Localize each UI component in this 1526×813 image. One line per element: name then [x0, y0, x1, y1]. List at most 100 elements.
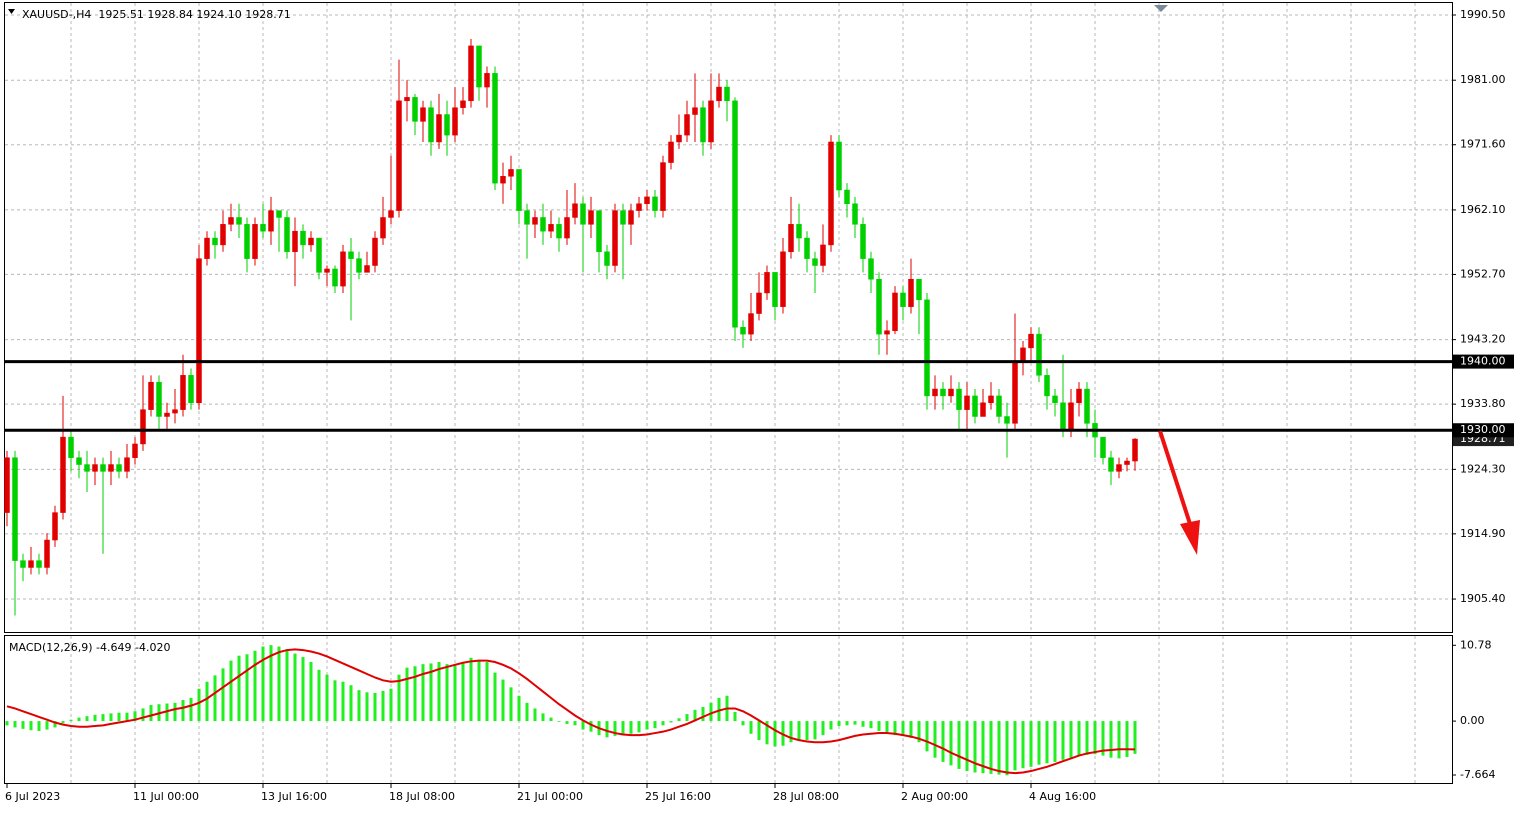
- candle-body: [540, 217, 546, 232]
- macd-histogram-bar: [773, 721, 777, 747]
- macd-title: MACD(12,26,9) -4.649 -4.020: [9, 641, 170, 654]
- macd-histogram-bar: [1037, 721, 1041, 765]
- macd-histogram-bar: [957, 721, 961, 769]
- macd-histogram-bar: [269, 645, 273, 722]
- macd-histogram-bar: [453, 665, 457, 722]
- candle-body: [1100, 436, 1106, 458]
- candle-body: [444, 114, 450, 136]
- macd-histogram-bar: [533, 708, 537, 722]
- candle-body: [148, 381, 154, 410]
- level-label-box: [1453, 354, 1514, 369]
- macd-histogram-bar: [165, 703, 169, 722]
- candle-body: [140, 409, 146, 445]
- candle-body: [260, 224, 266, 232]
- macd-histogram-bar: [1013, 721, 1017, 771]
- macd-histogram-bar: [1005, 721, 1009, 776]
- candle-body: [60, 436, 66, 513]
- macd-histogram-bar: [589, 721, 593, 732]
- macd-histogram-bar: [1085, 721, 1089, 755]
- macd-histogram-bar: [701, 707, 705, 722]
- macd-histogram-bar: [685, 714, 689, 722]
- macd-histogram-bar: [93, 714, 97, 722]
- candle-body: [164, 412, 170, 417]
- macd-histogram-bar: [421, 664, 425, 722]
- macd-histogram-bar: [981, 721, 985, 774]
- candle-body: [1108, 457, 1114, 472]
- macd-histogram-bar: [413, 666, 417, 722]
- candle-body: [348, 251, 354, 259]
- candle-body: [236, 217, 242, 225]
- candle-body: [916, 278, 922, 301]
- plot-layer: 1990.50 1981.00 1971.60 1962.10 1952.70 1943.…: [4, 3, 1514, 803]
- candle-body: [860, 224, 866, 259]
- macd-histogram-bar: [85, 716, 89, 722]
- candle-body: [452, 107, 458, 136]
- candle-body: [804, 237, 810, 259]
- macd-histogram-bar: [749, 721, 753, 734]
- candle-body: [1028, 333, 1034, 349]
- macd-histogram-bar: [581, 721, 585, 730]
- candle-body: [132, 443, 138, 458]
- candle-body: [644, 196, 650, 204]
- candle-body: [508, 169, 514, 177]
- candle-body: [300, 230, 306, 246]
- candle-body: [500, 176, 506, 184]
- macd-histogram-bar: [693, 709, 697, 722]
- macd-histogram-bar: [573, 721, 577, 726]
- candle-body: [516, 169, 522, 211]
- candle-body: [956, 388, 962, 410]
- macd-histogram-bar: [949, 721, 953, 766]
- macd-histogram-bar: [21, 721, 25, 729]
- macd-histogram-bar: [1117, 721, 1121, 759]
- y-tick-label: 1933.80: [1460, 397, 1506, 410]
- macd-histogram-bar: [733, 711, 737, 722]
- macd-histogram-bar: [565, 721, 569, 724]
- candle-body: [92, 464, 98, 472]
- candle-body: [420, 107, 426, 122]
- candle-body: [716, 86, 722, 102]
- macd-histogram-bar: [1125, 721, 1129, 757]
- macd-histogram-bar: [901, 721, 905, 736]
- macd-histogram-bar: [989, 721, 993, 774]
- macd-histogram-bar: [1029, 721, 1033, 767]
- candle-body: [884, 330, 890, 335]
- y-tick-label: 1981.00: [1460, 73, 1506, 86]
- level-label-box: [1453, 423, 1514, 438]
- macd-histogram-bar: [173, 702, 177, 722]
- candle-body: [652, 196, 658, 211]
- candle-body: [932, 388, 938, 397]
- candle-body: [172, 409, 178, 414]
- candle-body: [468, 45, 474, 102]
- macd-histogram-bar: [837, 721, 841, 727]
- macd-histogram-bar: [101, 714, 105, 722]
- macd-histogram-bar: [845, 721, 849, 726]
- candle-body: [796, 224, 802, 239]
- candle-body: [196, 258, 202, 404]
- macd-histogram-bar: [261, 646, 265, 722]
- candle-body: [316, 237, 322, 273]
- macd-histogram-bar: [813, 721, 817, 740]
- candle-body: [892, 292, 898, 331]
- macd-histogram-bar: [437, 662, 441, 722]
- macd-histogram-bar: [429, 663, 433, 722]
- macd-histogram-bar: [1069, 721, 1073, 758]
- macd-histogram-bar: [541, 713, 545, 722]
- macd-histogram-bar: [525, 702, 529, 722]
- y-tick-label: 1943.20: [1460, 333, 1506, 346]
- candle-body: [332, 268, 338, 287]
- candle-body: [340, 251, 346, 287]
- macd-histogram-bar: [405, 667, 409, 722]
- candle-body: [1116, 464, 1122, 472]
- x-tick-label: 21 Jul 00:00: [517, 790, 583, 803]
- candle-body: [580, 203, 586, 225]
- candle-body: [1012, 361, 1018, 424]
- macd-histogram-bar: [389, 688, 393, 722]
- candle-body: [700, 107, 706, 143]
- y-tick-label: 0.00: [1460, 714, 1485, 727]
- candle-body: [396, 100, 402, 211]
- candle-body: [1132, 438, 1138, 462]
- candle-body: [964, 395, 970, 410]
- candle-body: [740, 327, 746, 335]
- candle-body: [564, 217, 570, 239]
- candle-body: [52, 512, 58, 541]
